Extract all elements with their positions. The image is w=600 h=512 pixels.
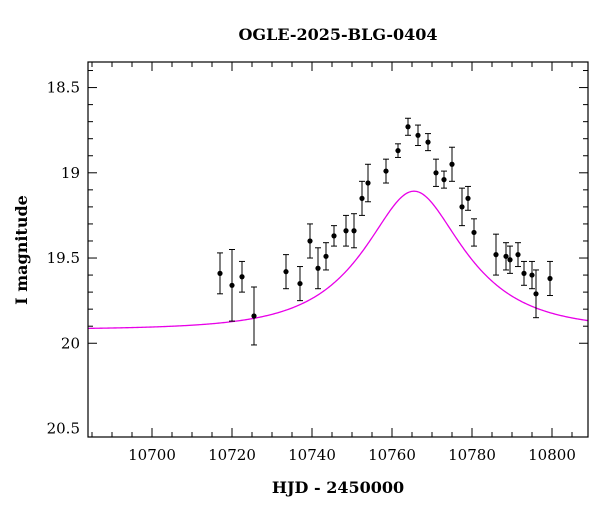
data-point bbox=[239, 260, 245, 293]
y-tick-label: 18.5 bbox=[47, 79, 80, 97]
data-point-marker bbox=[365, 180, 371, 186]
data-point bbox=[449, 146, 455, 182]
data-point bbox=[297, 266, 303, 302]
data-points-layer bbox=[217, 117, 553, 346]
data-point-marker bbox=[529, 272, 535, 278]
x-axis-label: HJD - 2450000 bbox=[272, 478, 404, 497]
data-point bbox=[503, 242, 509, 271]
x-tick-label: 10700 bbox=[128, 446, 176, 464]
data-point bbox=[547, 260, 553, 297]
data-point bbox=[351, 213, 357, 249]
data-point-marker bbox=[323, 253, 329, 259]
data-point bbox=[471, 218, 477, 247]
chart-title: OGLE-2025-BLG-0404 bbox=[238, 25, 437, 44]
data-point bbox=[383, 158, 389, 184]
data-point bbox=[229, 249, 235, 322]
y-tick-label: 19.5 bbox=[47, 249, 80, 267]
data-point bbox=[323, 242, 329, 271]
data-point-marker bbox=[405, 124, 411, 130]
data-point bbox=[415, 124, 421, 147]
data-point-marker bbox=[217, 270, 223, 276]
data-point bbox=[405, 117, 411, 136]
data-point-marker bbox=[315, 265, 321, 271]
data-point-marker bbox=[503, 253, 509, 259]
data-point bbox=[283, 254, 289, 290]
x-tick-label: 10760 bbox=[368, 446, 416, 464]
data-point-marker bbox=[515, 252, 521, 258]
y-axis-label: I magnitude bbox=[12, 195, 31, 305]
data-point-marker bbox=[459, 204, 465, 210]
data-point bbox=[307, 223, 313, 259]
data-point bbox=[465, 185, 471, 211]
x-tick-label: 10720 bbox=[208, 446, 256, 464]
data-point bbox=[521, 260, 527, 286]
y-tick-label: 19 bbox=[61, 164, 80, 182]
data-point-marker bbox=[441, 177, 447, 183]
data-point-marker bbox=[425, 139, 431, 145]
data-point bbox=[251, 286, 257, 346]
x-tick-label: 10740 bbox=[288, 446, 336, 464]
data-point-marker bbox=[507, 257, 513, 263]
data-point bbox=[343, 214, 349, 247]
data-point-marker bbox=[449, 161, 455, 167]
data-point-marker bbox=[359, 195, 365, 201]
data-point bbox=[459, 187, 465, 227]
data-point-marker bbox=[493, 252, 499, 258]
data-point-marker bbox=[239, 274, 245, 280]
data-point bbox=[359, 180, 365, 216]
data-point-marker bbox=[283, 269, 289, 275]
data-point-marker bbox=[307, 238, 313, 244]
x-tick-label: 10800 bbox=[528, 446, 576, 464]
x-tick-label: 10780 bbox=[448, 446, 496, 464]
data-point bbox=[217, 252, 223, 295]
data-point-marker bbox=[395, 148, 401, 154]
data-point-marker bbox=[533, 291, 539, 297]
data-point bbox=[331, 225, 337, 247]
data-point bbox=[529, 260, 535, 290]
data-point-marker bbox=[229, 282, 235, 288]
data-point-marker bbox=[351, 228, 357, 234]
data-point-marker bbox=[331, 233, 337, 239]
data-point bbox=[395, 143, 401, 158]
data-point bbox=[365, 163, 371, 203]
model-curve-line bbox=[87, 190, 589, 330]
data-point bbox=[507, 245, 513, 274]
data-point-marker bbox=[521, 270, 527, 276]
data-point bbox=[533, 269, 539, 319]
data-point bbox=[425, 133, 431, 152]
data-point-marker bbox=[433, 170, 439, 176]
data-point bbox=[433, 158, 439, 187]
data-point-marker bbox=[415, 132, 421, 138]
y-tick-label: 20.5 bbox=[47, 419, 80, 437]
plot-frame bbox=[87, 61, 589, 438]
y-tick-label: 20 bbox=[61, 334, 80, 352]
data-point-marker bbox=[547, 275, 553, 282]
model-curve-layer bbox=[87, 190, 589, 330]
data-point-marker bbox=[383, 168, 389, 174]
data-point bbox=[315, 247, 321, 290]
data-point bbox=[515, 242, 521, 268]
data-point bbox=[493, 233, 499, 276]
data-point-marker bbox=[471, 229, 477, 236]
data-point bbox=[441, 170, 447, 189]
axis-ticks: 10700 10720 10740 10760 10780 10800 18.5 19 19.5… bbox=[47, 62, 588, 464]
data-point-marker bbox=[297, 280, 303, 287]
data-point-marker bbox=[343, 228, 349, 234]
data-point-marker bbox=[465, 195, 471, 201]
data-point-marker bbox=[251, 313, 257, 319]
